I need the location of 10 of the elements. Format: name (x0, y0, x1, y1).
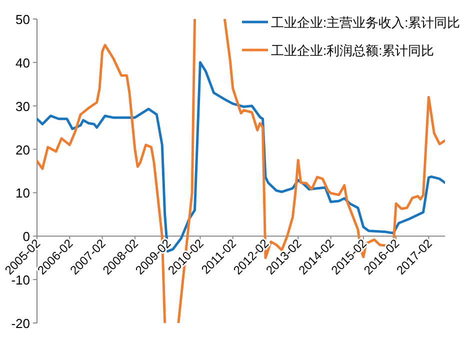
y-tick-label: 0 (22, 229, 30, 244)
y-tick-label: -10 (11, 272, 30, 288)
y-tick-label: 50 (16, 12, 30, 27)
y-tick-label: 20 (16, 142, 30, 158)
y-tick-label: -20 (11, 316, 30, 331)
y-tick-label: 30 (16, 98, 30, 114)
legend-label: 工业企业:主营业务收入:累计同比 (271, 15, 460, 30)
y-tick-label: 40 (16, 55, 30, 70)
legend-label: 工业企业:利润总额:累计同比 (271, 43, 434, 58)
y-tick-label: 10 (16, 186, 30, 201)
